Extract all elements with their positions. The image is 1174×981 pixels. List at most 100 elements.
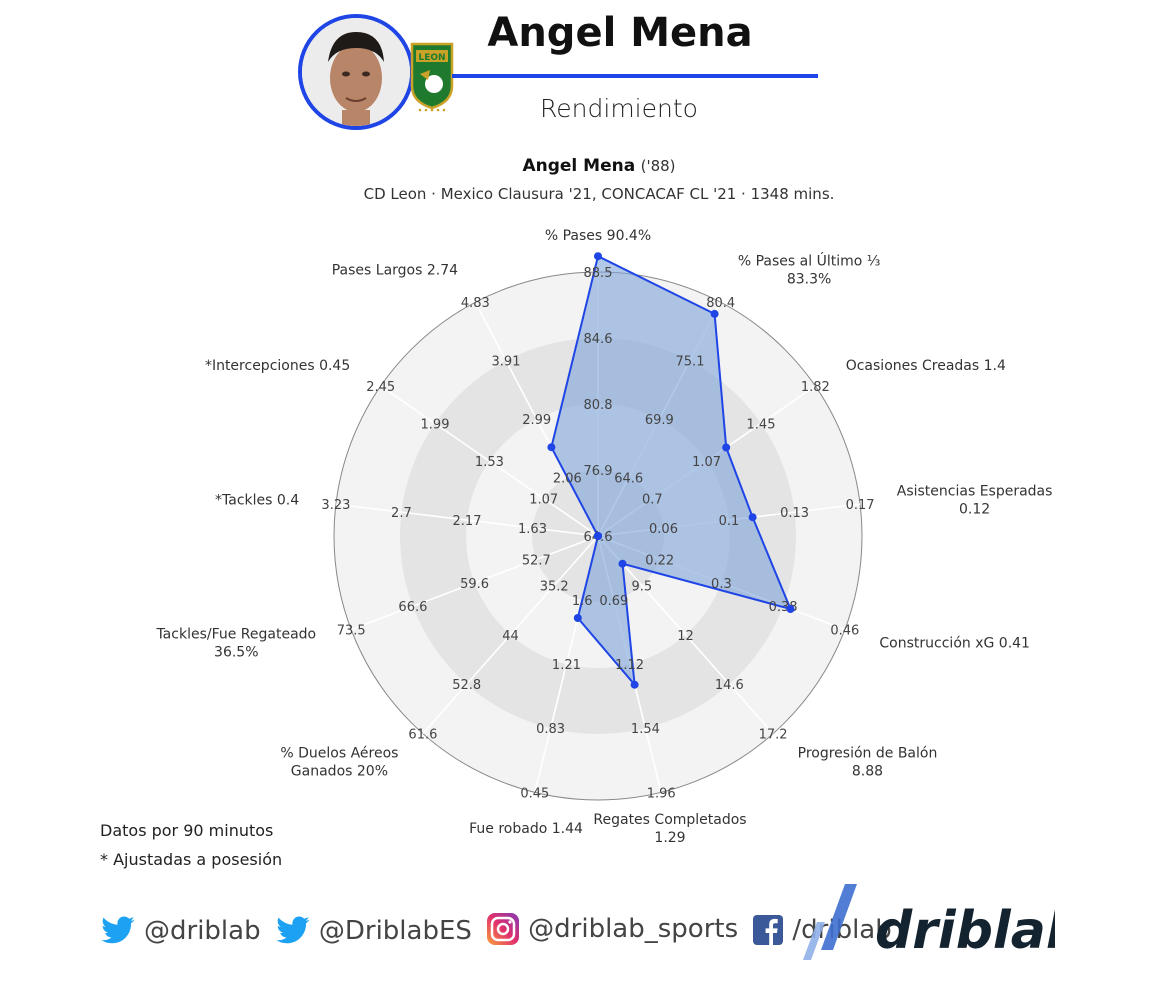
radar-axis-label-line: Fue robado 1.44 [469, 821, 583, 837]
radar-tick-label: 44 [502, 629, 519, 644]
radar-tick-label: 2.99 [522, 413, 551, 428]
page-title: Angel Mena [487, 10, 753, 56]
radar-point [547, 443, 556, 452]
radar-axis-label: *Intercepciones 0.45 [205, 358, 350, 374]
radar-tick-label: 69.9 [645, 413, 674, 428]
social-handle-text: @driblab_sports [528, 914, 739, 944]
radar-axis-label-line: Asistencias Esperadas [897, 484, 1053, 500]
radar-tick-label: 2.7 [391, 506, 412, 521]
radar-tick-label: 64.6 [614, 472, 643, 487]
radar-tick-label: 1.54 [631, 722, 660, 737]
radar-axis-label-line: Construcción xG 0.41 [879, 636, 1030, 652]
radar-axis-label: Progresión de Balón 8.88 [798, 745, 938, 779]
radar-point [710, 309, 719, 318]
radar-tick-label: 80.4 [706, 296, 735, 311]
radar-tick-label: 0.3 [711, 577, 732, 592]
radar-tick-label: 0.46 [830, 624, 859, 639]
radar-tick-label: 1.12 [615, 658, 644, 673]
radar-spoke [380, 385, 599, 537]
radar-tick-label: 17.2 [759, 728, 788, 743]
radar-axis-label-line: Tackles/Fue Regateado [155, 627, 316, 643]
club-crest-icon: LEON [410, 42, 454, 112]
radar-tick-label: 1.45 [747, 418, 776, 433]
radar-axis-label: *Tackles 0.4 [215, 493, 299, 509]
footnote-adjusted: * Ajustadas a posesión [100, 850, 283, 869]
radar-tick-label: 14.6 [715, 678, 744, 693]
radar-tick-label: 1.07 [692, 455, 721, 470]
facebook-icon [753, 915, 784, 945]
radar-tick-label: 80.8 [584, 398, 613, 413]
page-subtitle: Rendimiento [540, 94, 698, 123]
radar-axis-label-line: 0.12 [959, 502, 990, 518]
radar-spoke [335, 503, 599, 537]
radar-tick-label: 66.6 [398, 600, 427, 615]
social-link-twitter[interactable]: @driblab [100, 916, 261, 946]
radar-axis-label-line: Ganados 20% [291, 763, 388, 779]
title-divider [452, 74, 818, 78]
radar-tick-label: 2.45 [366, 380, 395, 395]
radar-spoke [422, 535, 599, 735]
radar-tick-label: 3.91 [492, 355, 521, 370]
social-link-twitter-es[interactable]: @DriblabES [275, 916, 472, 946]
radar-tick-label: 2.06 [553, 472, 582, 487]
radar-tick-label: 35.2 [540, 579, 569, 594]
radar-point [594, 252, 602, 261]
radar-tick-label: 2.17 [453, 514, 482, 529]
radar-axis-label-line: % Pases al Último ⅓ [738, 252, 880, 270]
radar-tick-label: 3.23 [321, 498, 350, 513]
footnote-per90: Datos por 90 minutos [100, 821, 274, 840]
radar-tick-label: 0.17 [846, 498, 875, 513]
social-links: @driblab @DriblabES @driblab_sports [100, 912, 898, 958]
player-avatar [298, 14, 414, 130]
instagram-icon [487, 913, 520, 945]
radar-axis-label: % Pases al Último ⅓ 83.3% [738, 252, 880, 288]
radar-tick-label: 75.1 [676, 355, 705, 370]
radar-axis-label-line: 8.88 [852, 763, 883, 779]
radar-axis-label-line: Pases Largos 2.74 [332, 263, 458, 279]
radar-point [618, 559, 627, 568]
social-link-instagram[interactable]: @driblab_sports [486, 912, 738, 946]
radar-axis-label-line: % Duelos Aéreos [280, 745, 398, 761]
twitter-icon [101, 916, 135, 944]
radar-axis-label-line: *Tackles 0.4 [215, 493, 299, 509]
radar-tick-label: 0.45 [520, 786, 549, 801]
radar-tick-label: 0.1 [719, 514, 740, 529]
radar-axis-label-line: Progresión de Balón [798, 745, 938, 761]
radar-axis-label-line: Ocasiones Creadas 1.4 [846, 358, 1006, 374]
radar-tick-label: 84.6 [584, 332, 613, 347]
radar-axis-label-line: 1.29 [654, 830, 685, 846]
radar-tick-label: 0.06 [649, 522, 678, 537]
radar-axis-label: Tackles/Fue Regateado 36.5% [155, 627, 316, 661]
radar-axis-label-line: Regates Completados [593, 812, 746, 828]
radar-tick-label: 12 [677, 629, 694, 644]
social-handle-text: @DriblabES [318, 916, 472, 946]
radar-axis-label: % Pases 90.4% [545, 228, 651, 244]
radar-tick-label: 52.8 [452, 678, 481, 693]
radar-spoke [350, 535, 599, 631]
radar-tick-label: 52.7 [522, 553, 551, 568]
radar-tick-label: 0.13 [780, 506, 809, 521]
radar-tick-label: 76.9 [584, 464, 613, 479]
radar-tick-label: 0.7 [642, 493, 663, 508]
radar-spoke [597, 535, 774, 735]
radar-axis-label-line: 36.5% [214, 645, 258, 661]
radar-tick-label: 1.63 [518, 522, 547, 537]
radar-axis-label: Regates Completados 1.29 [593, 812, 746, 846]
radar-point [722, 443, 731, 452]
radar-tick-label: 73.5 [337, 624, 366, 639]
chart-title: Angel Mena ('88) [200, 156, 998, 176]
radar-tick-label: 0.69 [599, 594, 628, 609]
brand-wordmark: driblab [875, 901, 1055, 961]
radar-tick-label: 0.83 [536, 722, 565, 737]
radar-tick-label: 1.07 [529, 493, 558, 508]
radar-tick-label: 59.6 [460, 577, 489, 592]
radar-tick-label: 61.6 [408, 728, 437, 743]
radar-point [594, 532, 602, 540]
radar-tick-label: 9.5 [631, 579, 652, 594]
radar-axis-label: Pases Largos 2.74 [332, 263, 458, 279]
radar-point [748, 513, 757, 522]
radar-tick-label: 1.96 [647, 786, 676, 801]
radar-tick-label: 88.5 [584, 266, 613, 281]
driblab-logo: driblab [803, 884, 1055, 961]
